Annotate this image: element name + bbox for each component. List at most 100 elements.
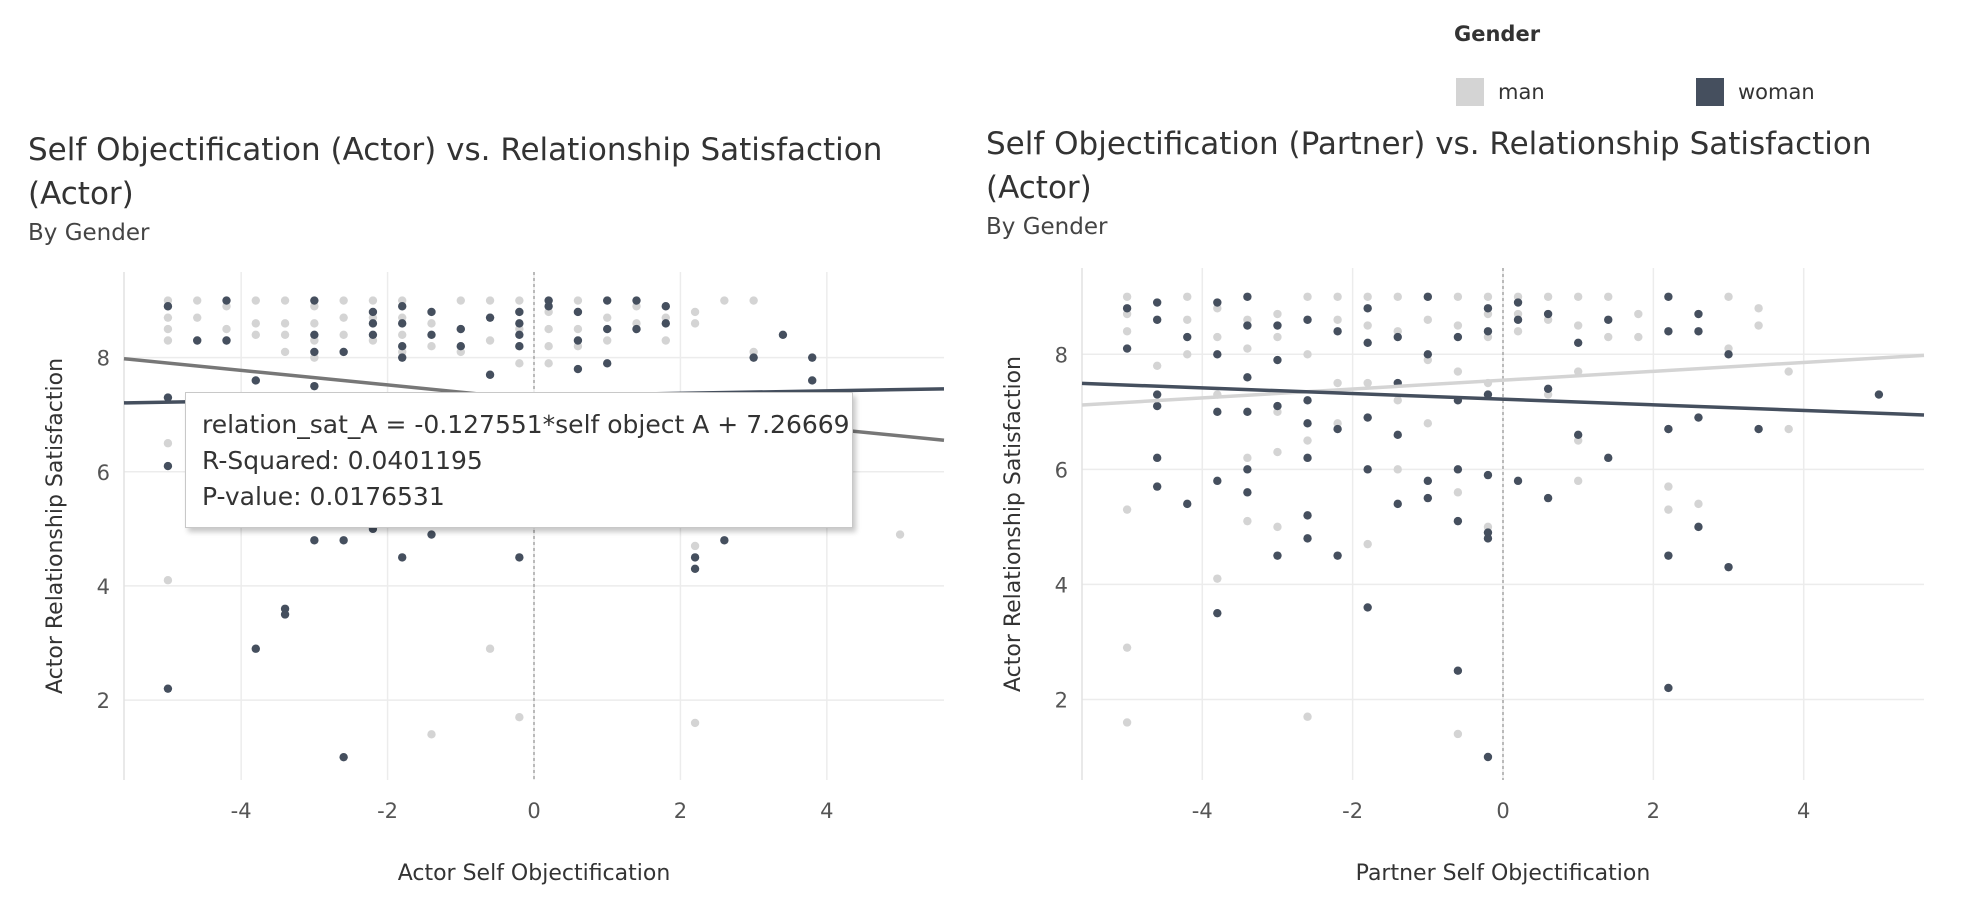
- chart2-point-woman: [1333, 551, 1342, 560]
- chart2-point-man: [1273, 407, 1282, 417]
- chart1-point-woman: [573, 336, 583, 345]
- chart2-ytick-label: 6: [1055, 458, 1068, 482]
- chart2-point-woman: [1664, 683, 1673, 693]
- chart1-point-man: [280, 296, 290, 305]
- chart2-point-man: [1453, 729, 1463, 739]
- chart1-point-man: [193, 313, 202, 322]
- legend-label-man: man: [1498, 80, 1545, 104]
- chart2-point-woman: [1724, 350, 1733, 359]
- chart1-point-woman: [310, 347, 319, 357]
- chart2-point-man: [1634, 309, 1643, 319]
- chart2-point-woman: [1273, 401, 1282, 411]
- chart2-point-woman: [1573, 430, 1583, 440]
- chart1-point-man: [690, 307, 700, 317]
- chart1-xtick-label: -4: [231, 799, 252, 823]
- chart2-point-man: [1393, 292, 1402, 301]
- chart2-ytick-label: 4: [1055, 573, 1068, 597]
- chart2-point-woman: [1453, 332, 1463, 342]
- chart1-point-man: [251, 330, 260, 339]
- chart1-point-woman: [222, 336, 231, 345]
- legend-swatch-man: [1456, 78, 1484, 106]
- chart2-point-man: [1664, 505, 1673, 514]
- chart2-point-woman: [1243, 488, 1252, 497]
- chart2-point-man: [1513, 309, 1523, 319]
- chart1-point-man: [485, 644, 495, 653]
- chart2-point-man: [1784, 367, 1793, 376]
- chart2-point-man: [1453, 292, 1463, 301]
- chart1-point-woman: [749, 353, 758, 362]
- chart1-point-man: [368, 296, 378, 305]
- chart2-point-woman: [1363, 304, 1372, 313]
- chart1-point-woman: [661, 319, 670, 328]
- chart1-point-man: [251, 319, 260, 328]
- chart2-point-woman: [1573, 338, 1583, 347]
- chart2-point-man: [1273, 309, 1282, 319]
- chart1-point-woman: [603, 359, 612, 368]
- chart1-point-woman: [427, 530, 436, 539]
- chart2-point-woman: [1152, 482, 1162, 491]
- chart1-point-woman: [573, 364, 583, 374]
- chart2-point-woman: [1664, 327, 1673, 336]
- chart2-xtick-label: 0: [1496, 799, 1509, 823]
- chart2-point-man: [1423, 419, 1433, 428]
- chart2-point-man: [1754, 304, 1763, 313]
- chart2-point-woman: [1183, 332, 1192, 342]
- chart2-point-woman: [1273, 321, 1282, 330]
- chart1-ytick-label: 4: [97, 575, 110, 599]
- chart2-point-woman: [1483, 304, 1493, 313]
- chart2-point-man: [1423, 355, 1433, 365]
- chart1-point-man: [573, 324, 583, 334]
- chart1-point-woman: [368, 319, 378, 328]
- chart2-point-man: [1333, 315, 1342, 324]
- chart1-point-man: [661, 336, 670, 345]
- chart2-point-man: [1122, 643, 1132, 652]
- chart2-point-woman: [1513, 476, 1523, 486]
- chart2-point-woman: [1483, 528, 1493, 537]
- chart1-point-man: [163, 324, 173, 334]
- chart2-subtitle: By Gender: [986, 214, 1108, 240]
- chart2-point-woman: [1423, 350, 1433, 359]
- chart1-point-man: [339, 330, 348, 339]
- chart1-point-man: [690, 319, 700, 328]
- chart1-point-man: [427, 319, 436, 328]
- chart2-point-man: [1213, 304, 1222, 313]
- chart1-point-woman: [251, 376, 260, 385]
- chart1-point-man: [398, 330, 407, 339]
- chart2-point-woman: [1393, 430, 1402, 440]
- chart2-point-woman: [1664, 551, 1673, 560]
- chart2-point-man: [1604, 332, 1613, 342]
- chart1-point-woman: [368, 307, 378, 317]
- chart2-point-woman: [1754, 424, 1763, 434]
- chart1-point-woman: [427, 307, 436, 317]
- chart2-point-woman: [1423, 476, 1433, 486]
- chart2-point-woman: [1423, 493, 1433, 503]
- chart1-point-woman: [310, 330, 319, 339]
- chart1-point-man: [690, 718, 700, 728]
- chart1-point-man: [544, 359, 553, 368]
- chart1-point-woman: [339, 347, 348, 357]
- chart1-point-woman: [778, 330, 788, 339]
- chart2-xtick-label: -2: [1342, 799, 1363, 823]
- chart2-point-woman: [1543, 384, 1553, 394]
- chart2-xtick-label: -4: [1192, 799, 1213, 823]
- chart2-point-man: [1513, 327, 1523, 336]
- chart1-point-woman: [368, 330, 378, 339]
- chart2-point-woman: [1543, 493, 1553, 503]
- chart1-ytick-label: 2: [97, 689, 110, 713]
- chart2-point-woman: [1664, 292, 1673, 301]
- chart2-point-man: [1303, 712, 1312, 721]
- chart2-point-man: [1363, 292, 1372, 301]
- chart1-point-man: [251, 296, 260, 305]
- chart2-point-woman: [1183, 499, 1192, 509]
- chart1-point-man: [544, 342, 553, 351]
- chart1-point-woman: [310, 536, 319, 545]
- chart2-point-woman: [1724, 562, 1733, 572]
- chart2-point-man: [1273, 447, 1282, 457]
- chart1-point-woman: [720, 536, 729, 545]
- chart2-point-woman: [1513, 298, 1523, 307]
- chart1-point-man: [515, 296, 524, 305]
- chart1-point-woman: [632, 296, 641, 305]
- chart2-point-man: [1363, 378, 1372, 388]
- chart2-point-woman: [1393, 332, 1402, 342]
- chart1-xtick-label: 0: [527, 799, 540, 823]
